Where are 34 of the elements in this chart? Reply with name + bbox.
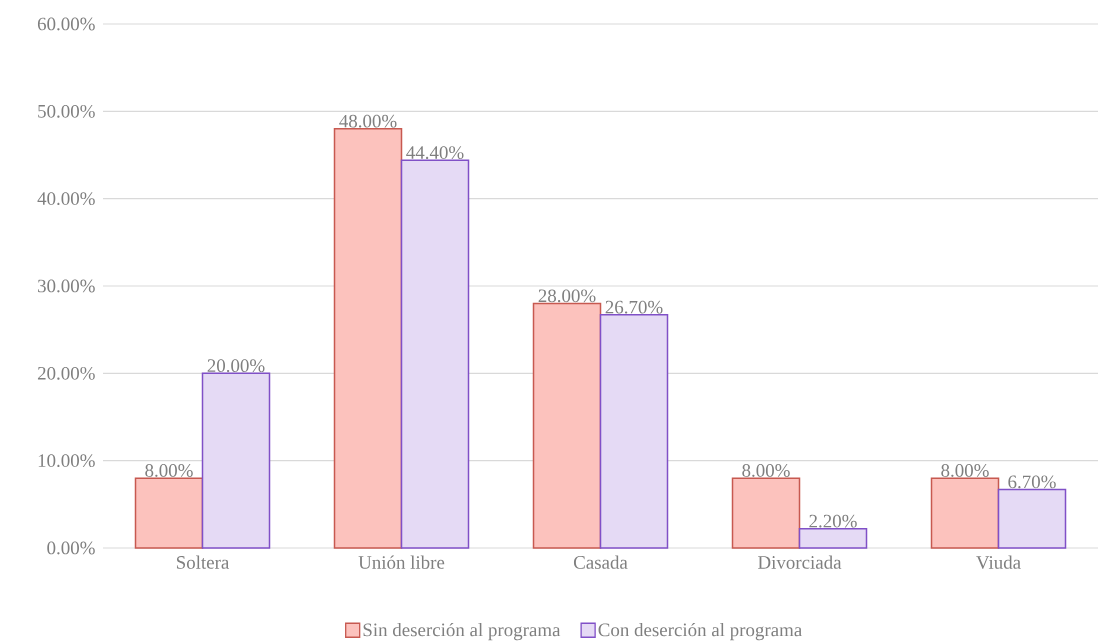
data-label: 8.00% [145, 464, 193, 477]
bar [532, 302, 602, 549]
x-tick-label: Soltera [176, 555, 230, 569]
data-label: 48.00% [339, 114, 397, 128]
data-label: 26.70% [605, 300, 663, 314]
data-label: 20.00% [207, 359, 265, 373]
bar [201, 372, 271, 549]
legend-label: Con deserción al programa [598, 622, 802, 641]
y-tick-label: 60.00% [37, 17, 95, 31]
y-tick-label: 30.00% [38, 279, 95, 293]
bar [333, 128, 403, 549]
x-tick-label: Unión libre [358, 555, 445, 569]
data-label: 8.00% [742, 464, 790, 477]
x-tick-label: Casada [573, 555, 628, 569]
bar [134, 477, 204, 549]
legend-label: Sin deserción al programa [363, 622, 561, 641]
data-label: 2.20% [809, 514, 857, 528]
y-tick-label: 50.00% [38, 104, 95, 118]
bar [599, 314, 669, 549]
y-tick-label: 20.00% [37, 366, 95, 380]
bar [997, 488, 1067, 549]
bar [930, 477, 1000, 549]
y-tick-label: 0.00% [47, 541, 95, 555]
bar [798, 528, 868, 549]
bar [400, 159, 470, 549]
x-tick-label: Divorciada [758, 555, 842, 569]
data-label: 44.40% [406, 146, 464, 160]
y-tick-label: 10.00% [38, 454, 95, 468]
data-label: 28.00% [538, 289, 596, 303]
bar [731, 477, 801, 549]
data-label: 8.00% [941, 464, 989, 477]
x-tick-label: Viuda [976, 555, 1021, 569]
y-tick-label: 40.00% [37, 192, 95, 206]
data-label: 6.70% [1008, 475, 1056, 489]
